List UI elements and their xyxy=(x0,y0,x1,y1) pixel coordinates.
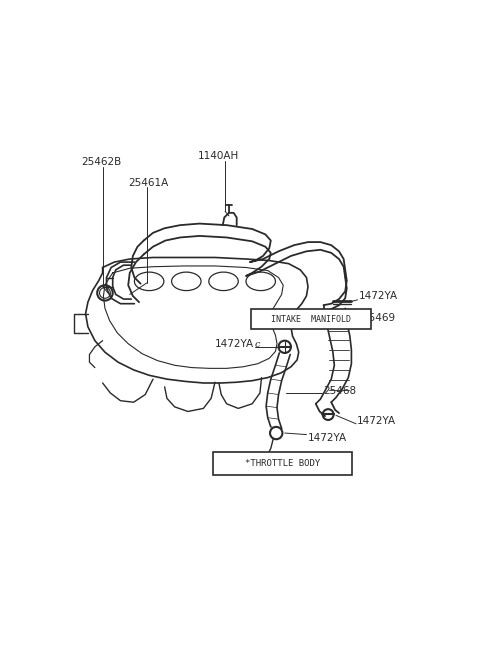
Circle shape xyxy=(270,427,282,439)
FancyBboxPatch shape xyxy=(213,451,352,474)
Text: 25468: 25468 xyxy=(324,386,357,396)
Text: *THROTTLE BODY: *THROTTLE BODY xyxy=(245,459,320,468)
FancyBboxPatch shape xyxy=(252,309,371,329)
Text: 1472YA: 1472YA xyxy=(308,433,347,443)
Text: 25461A: 25461A xyxy=(128,178,168,188)
Text: 1472YA: 1472YA xyxy=(359,291,397,301)
Text: 25462B: 25462B xyxy=(82,157,122,167)
Text: C: C xyxy=(272,309,282,323)
Text: 1140AH: 1140AH xyxy=(198,151,239,161)
Text: 1472YA: 1472YA xyxy=(215,340,254,350)
Text: 25469: 25469 xyxy=(362,313,396,323)
Text: INTAKE  MANIFOLD: INTAKE MANIFOLD xyxy=(271,315,351,324)
Text: c: c xyxy=(255,340,260,349)
Text: 1472YA: 1472YA xyxy=(357,417,396,426)
